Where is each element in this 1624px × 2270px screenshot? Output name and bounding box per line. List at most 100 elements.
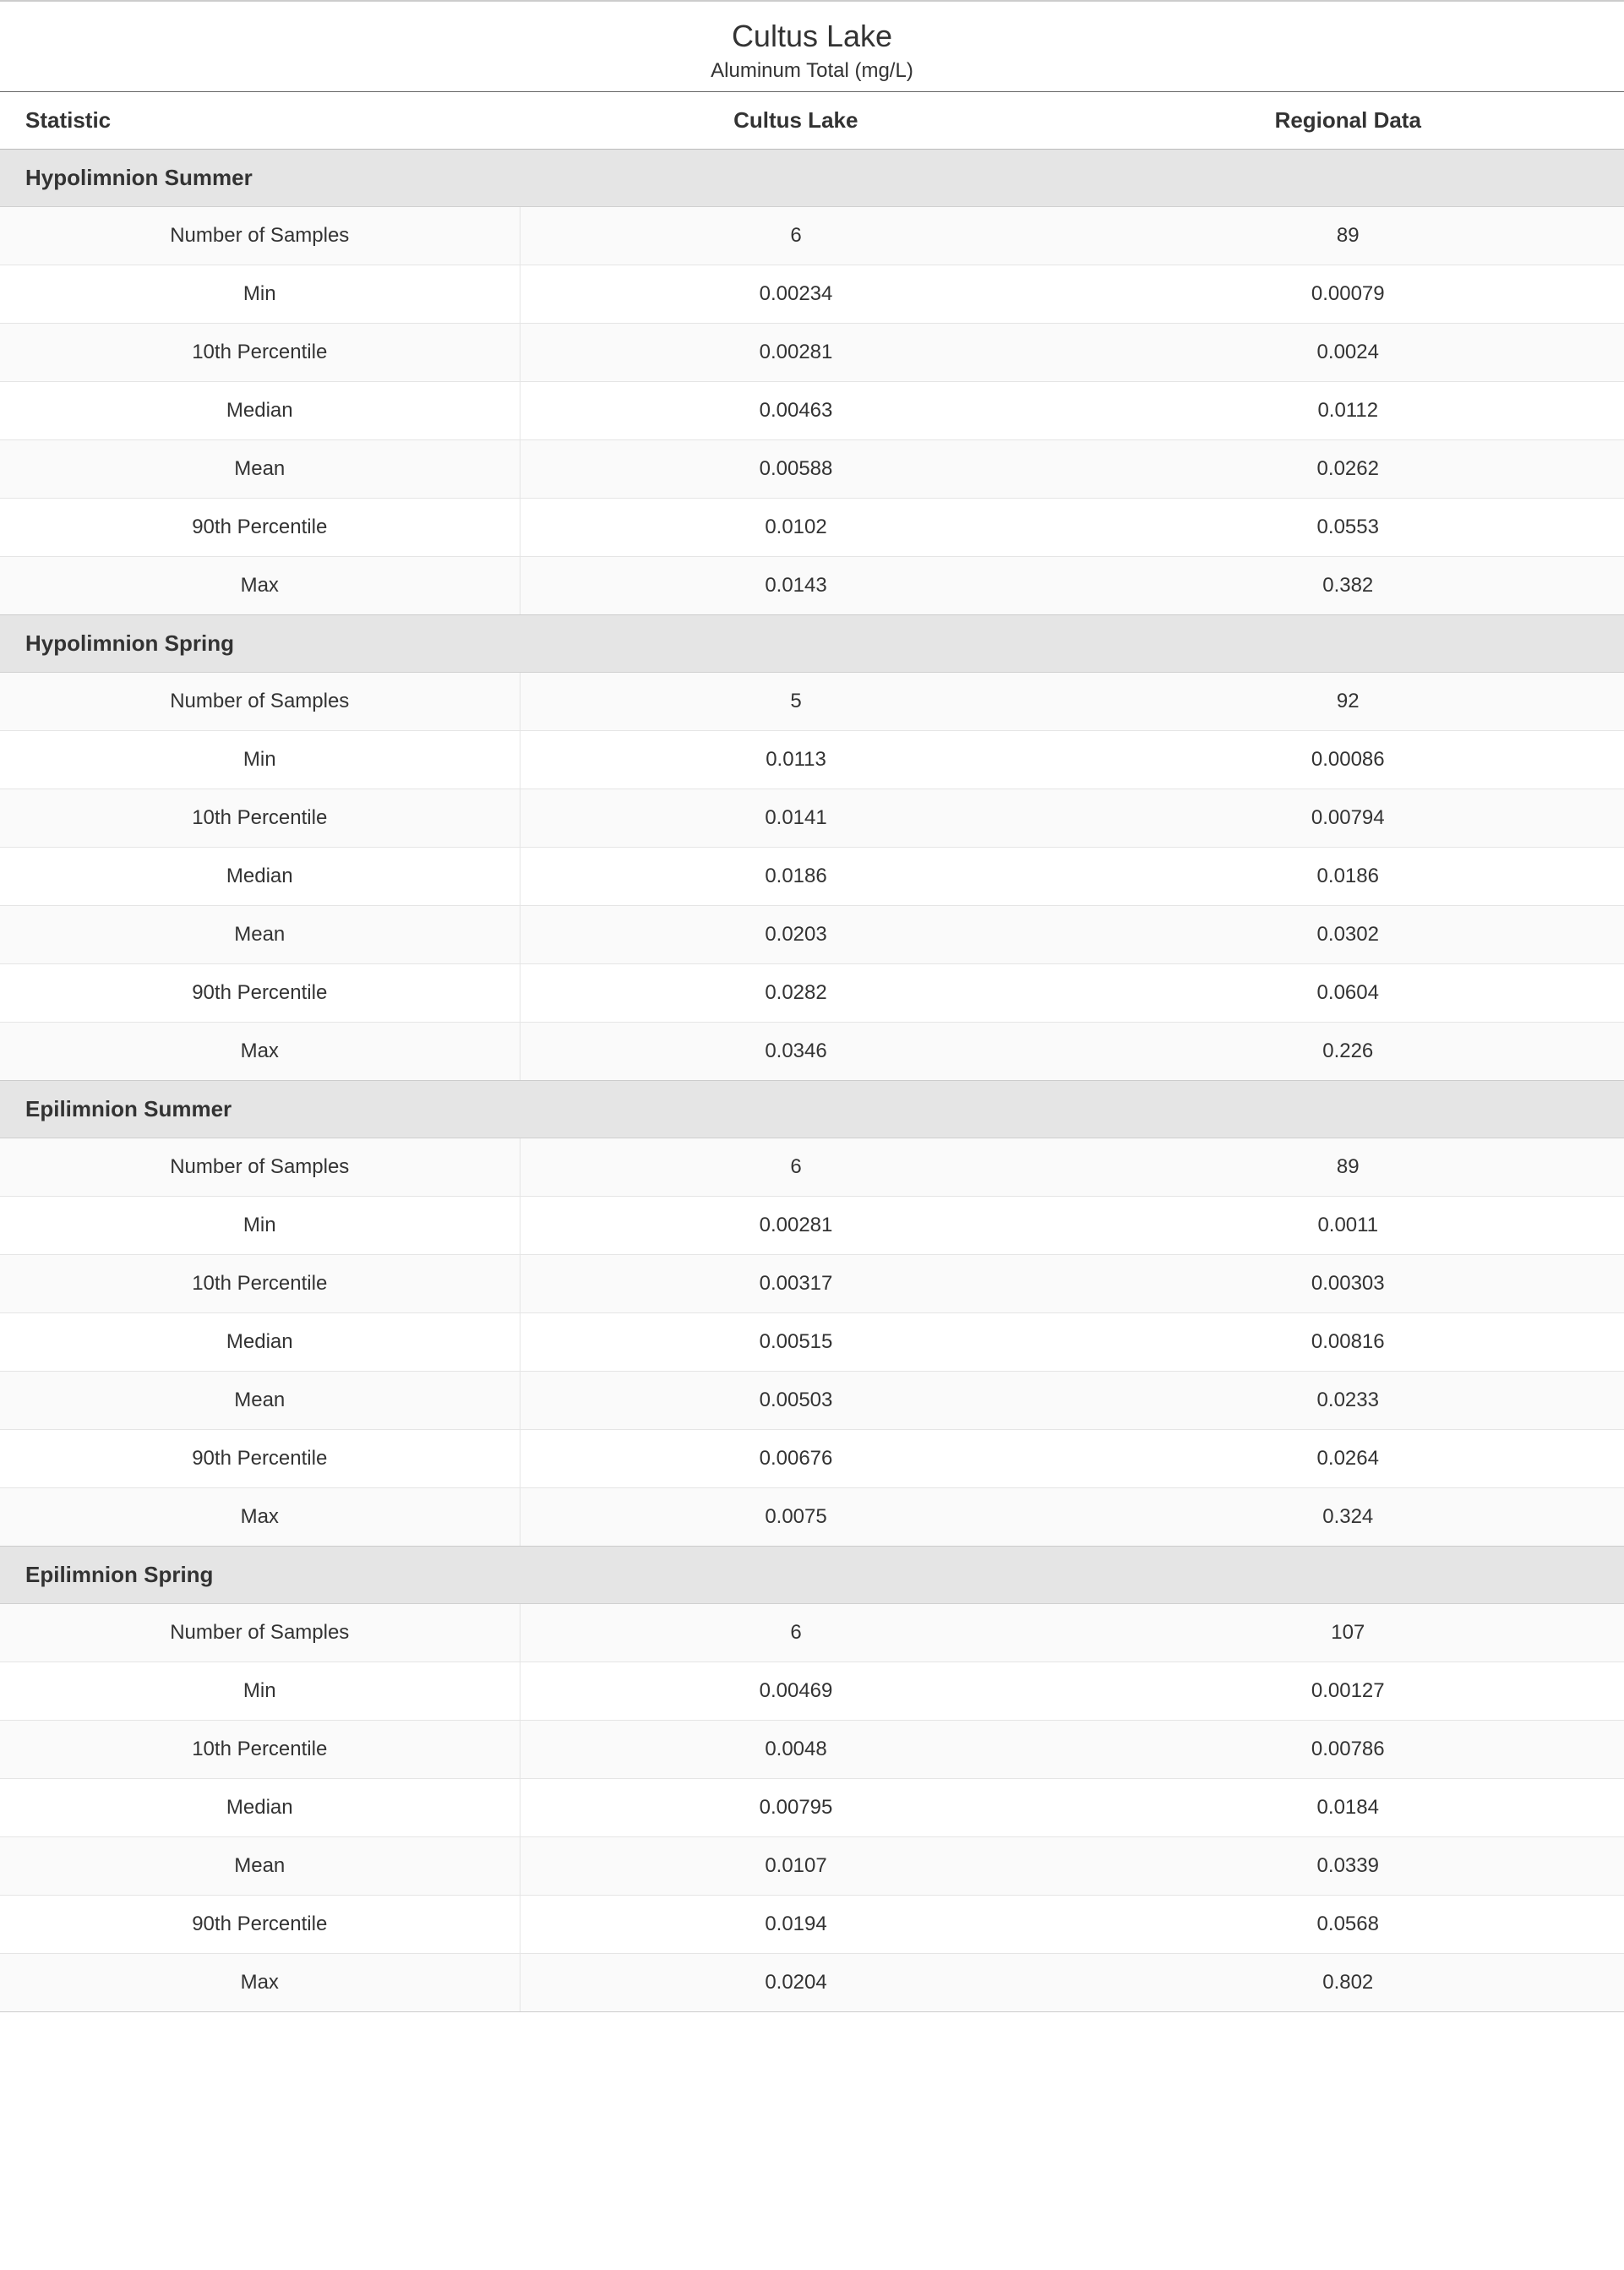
regional-value-cell: 92: [1072, 673, 1624, 731]
regional-value-cell: 0.0302: [1072, 906, 1624, 964]
table-section: Epilimnion SpringNumber of Samples6107Mi…: [0, 1547, 1624, 2012]
stat-name-cell: Max: [0, 557, 520, 615]
table-row: Number of Samples689: [0, 1138, 1624, 1197]
table-row: Min0.002340.00079: [0, 265, 1624, 324]
regional-value-cell: 0.382: [1072, 557, 1624, 615]
table-row: Number of Samples689: [0, 207, 1624, 265]
col-header-statistic: Statistic: [0, 92, 520, 150]
stat-name-cell: Number of Samples: [0, 1138, 520, 1197]
regional-value-cell: 0.00303: [1072, 1255, 1624, 1313]
table-row: 10th Percentile0.002810.0024: [0, 324, 1624, 382]
table-row: Min0.002810.0011: [0, 1197, 1624, 1255]
table-section: Hypolimnion SpringNumber of Samples592Mi…: [0, 615, 1624, 1081]
regional-value-cell: 89: [1072, 1138, 1624, 1197]
stat-name-cell: Mean: [0, 1372, 520, 1430]
stat-name-cell: 10th Percentile: [0, 324, 520, 382]
regional-value-cell: 0.0112: [1072, 382, 1624, 440]
table-section: Epilimnion SummerNumber of Samples689Min…: [0, 1081, 1624, 1547]
stat-name-cell: Max: [0, 1023, 520, 1081]
location-value-cell: 0.0143: [520, 557, 1071, 615]
table-section: Hypolimnion SummerNumber of Samples689Mi…: [0, 150, 1624, 615]
stat-name-cell: 90th Percentile: [0, 1430, 520, 1488]
regional-value-cell: 0.0568: [1072, 1896, 1624, 1954]
table-row: Max0.00750.324: [0, 1488, 1624, 1547]
table-row: Mean0.005880.0262: [0, 440, 1624, 499]
table-row: Mean0.01070.0339: [0, 1837, 1624, 1896]
stat-name-cell: 10th Percentile: [0, 789, 520, 848]
table-row: Mean0.02030.0302: [0, 906, 1624, 964]
location-value-cell: 0.0048: [520, 1721, 1071, 1779]
report-container: Cultus Lake Aluminum Total (mg/L) Statis…: [0, 0, 1624, 2012]
stat-name-cell: Min: [0, 1662, 520, 1721]
page-title: Cultus Lake: [0, 19, 1624, 54]
section-header-row: Epilimnion Spring: [0, 1547, 1624, 1604]
table-row: 90th Percentile0.02820.0604: [0, 964, 1624, 1023]
table-row: Max0.02040.802: [0, 1954, 1624, 2012]
location-value-cell: 0.0203: [520, 906, 1071, 964]
table-row: Median0.01860.0186: [0, 848, 1624, 906]
table-row: Mean0.005030.0233: [0, 1372, 1624, 1430]
regional-value-cell: 0.00079: [1072, 265, 1624, 324]
location-value-cell: 0.00469: [520, 1662, 1071, 1721]
table-row: 90th Percentile0.006760.0264: [0, 1430, 1624, 1488]
stat-name-cell: Median: [0, 1313, 520, 1372]
location-value-cell: 0.0113: [520, 731, 1071, 789]
location-value-cell: 0.0186: [520, 848, 1071, 906]
regional-value-cell: 0.802: [1072, 1954, 1624, 2012]
regional-value-cell: 89: [1072, 207, 1624, 265]
page-subtitle: Aluminum Total (mg/L): [0, 59, 1624, 83]
regional-value-cell: 0.0262: [1072, 440, 1624, 499]
location-value-cell: 0.00317: [520, 1255, 1071, 1313]
location-value-cell: 0.0107: [520, 1837, 1071, 1896]
location-value-cell: 0.0075: [520, 1488, 1071, 1547]
location-value-cell: 0.00795: [520, 1779, 1071, 1837]
regional-value-cell: 0.0184: [1072, 1779, 1624, 1837]
stat-name-cell: Number of Samples: [0, 673, 520, 731]
location-value-cell: 0.0102: [520, 499, 1071, 557]
location-value-cell: 6: [520, 207, 1071, 265]
table-row: 10th Percentile0.003170.00303: [0, 1255, 1624, 1313]
regional-value-cell: 0.00816: [1072, 1313, 1624, 1372]
table-row: Number of Samples6107: [0, 1604, 1624, 1662]
table-row: Number of Samples592: [0, 673, 1624, 731]
location-value-cell: 0.0204: [520, 1954, 1071, 2012]
regional-value-cell: 0.226: [1072, 1023, 1624, 1081]
regional-value-cell: 0.324: [1072, 1488, 1624, 1547]
location-value-cell: 0.0282: [520, 964, 1071, 1023]
location-value-cell: 0.00463: [520, 382, 1071, 440]
regional-value-cell: 107: [1072, 1604, 1624, 1662]
table-row: Median0.005150.00816: [0, 1313, 1624, 1372]
location-value-cell: 6: [520, 1138, 1071, 1197]
location-value-cell: 6: [520, 1604, 1071, 1662]
table-row: Median0.007950.0184: [0, 1779, 1624, 1837]
stat-name-cell: Min: [0, 1197, 520, 1255]
regional-value-cell: 0.00786: [1072, 1721, 1624, 1779]
col-header-location: Cultus Lake: [520, 92, 1071, 150]
table-row: Max0.01430.382: [0, 557, 1624, 615]
regional-value-cell: 0.0011: [1072, 1197, 1624, 1255]
section-label: Hypolimnion Summer: [0, 150, 1624, 207]
stat-name-cell: Median: [0, 382, 520, 440]
stat-name-cell: Number of Samples: [0, 1604, 520, 1662]
stat-name-cell: Mean: [0, 906, 520, 964]
stats-table: Statistic Cultus Lake Regional Data Hypo…: [0, 92, 1624, 2012]
section-label: Epilimnion Summer: [0, 1081, 1624, 1138]
stat-name-cell: Max: [0, 1954, 520, 2012]
section-label: Epilimnion Spring: [0, 1547, 1624, 1604]
table-row: 10th Percentile0.01410.00794: [0, 789, 1624, 848]
col-header-regional: Regional Data: [1072, 92, 1624, 150]
table-row: Min0.004690.00127: [0, 1662, 1624, 1721]
regional-value-cell: 0.0264: [1072, 1430, 1624, 1488]
stat-name-cell: Median: [0, 1779, 520, 1837]
regional-value-cell: 0.0604: [1072, 964, 1624, 1023]
regional-value-cell: 0.00127: [1072, 1662, 1624, 1721]
stat-name-cell: Min: [0, 731, 520, 789]
section-header-row: Epilimnion Summer: [0, 1081, 1624, 1138]
regional-value-cell: 0.0553: [1072, 499, 1624, 557]
table-row: 90th Percentile0.01940.0568: [0, 1896, 1624, 1954]
location-value-cell: 0.00503: [520, 1372, 1071, 1430]
stat-name-cell: Mean: [0, 1837, 520, 1896]
stat-name-cell: Number of Samples: [0, 207, 520, 265]
location-value-cell: 0.0141: [520, 789, 1071, 848]
location-value-cell: 0.0194: [520, 1896, 1071, 1954]
